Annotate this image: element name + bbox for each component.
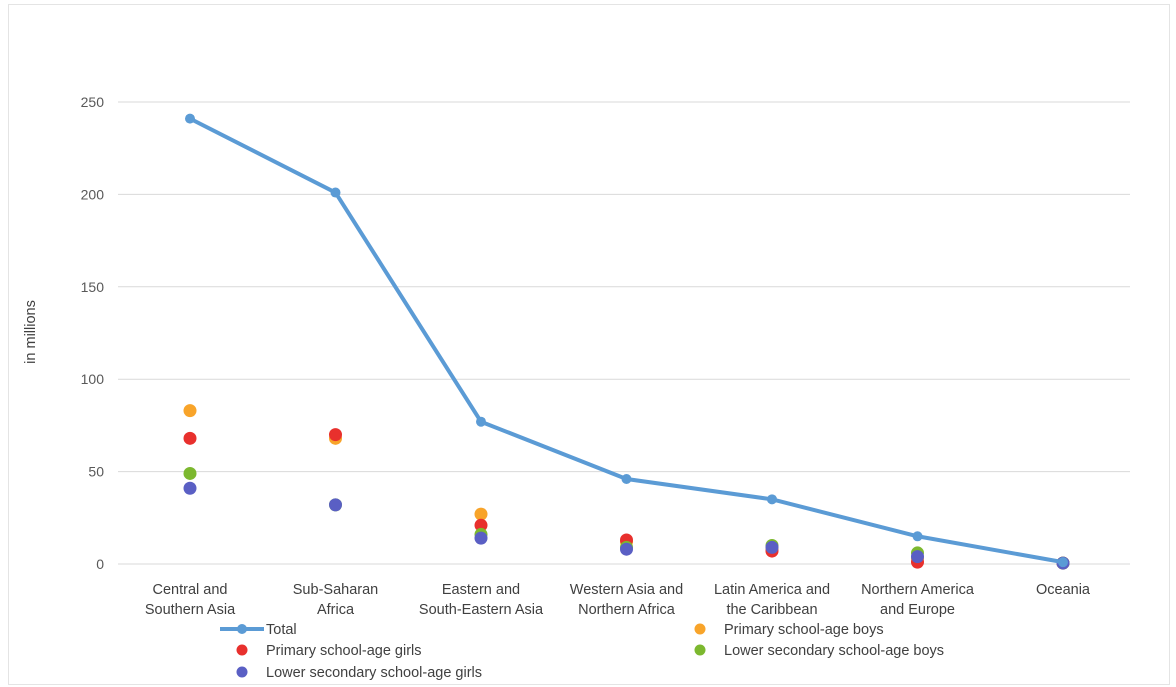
scatter-point xyxy=(911,550,924,564)
scatter-point xyxy=(765,540,779,554)
total-marker xyxy=(476,416,486,427)
legend-marker-swatch xyxy=(694,644,706,656)
scatter-point xyxy=(183,466,197,480)
x-category-label: Latin America and the Caribbean xyxy=(714,582,830,618)
scatter-point xyxy=(329,428,342,442)
x-category-labels: Central and Southern Asia Sub-Saharan Afric… xyxy=(145,582,1091,618)
legend-marker-swatch xyxy=(694,623,706,635)
scatter-point xyxy=(474,507,488,521)
y-tick-label: 200 xyxy=(81,186,105,202)
legend-marker-swatch xyxy=(236,666,248,678)
scatter-point xyxy=(474,531,488,545)
legend-label: Total xyxy=(266,622,297,638)
legend: Total Primary school-age boys Primary scho… xyxy=(220,622,944,681)
y-tick-label: 250 xyxy=(81,94,105,110)
chart-frame xyxy=(8,4,1170,685)
total-marker xyxy=(1058,557,1068,568)
grid xyxy=(118,101,1130,565)
scatter-point xyxy=(474,518,488,532)
scatter-point xyxy=(620,542,633,556)
legend-item: Primary school-age girls xyxy=(236,643,422,659)
legend-item: Lower secondary school-age girls xyxy=(236,665,482,681)
total-marker xyxy=(767,494,777,505)
y-tick-labels: 0 50 100 150 200 250 xyxy=(81,94,105,572)
scatter-point xyxy=(183,481,197,495)
legend-label: Primary school-age girls xyxy=(266,643,422,659)
legend-label: Lower secondary school-age boys xyxy=(724,643,944,659)
x-category-label: Northern America and Europe xyxy=(861,582,975,618)
series-lower-secondary-school-age-girls xyxy=(183,481,1070,570)
y-tick-label: 100 xyxy=(81,371,105,387)
x-category-label: Eastern and South-Eastern Asia xyxy=(419,582,544,618)
x-category-label: Oceania xyxy=(1036,582,1091,598)
y-tick-label: 150 xyxy=(81,279,105,295)
legend-item: Primary school-age boys xyxy=(694,622,884,638)
scatter-point xyxy=(329,498,342,512)
total-line xyxy=(189,116,1064,565)
y-tick-label: 0 xyxy=(96,556,104,572)
scatter-point xyxy=(183,431,197,445)
series-total xyxy=(185,113,1068,568)
legend-marker-swatch xyxy=(236,644,248,656)
x-category-label: Western Asia and Northern Africa xyxy=(570,582,683,618)
x-category-label: Sub-Saharan Africa xyxy=(293,582,378,618)
scatter-point xyxy=(183,404,197,418)
legend-item: Lower secondary school-age boys xyxy=(694,643,944,659)
total-marker xyxy=(912,531,923,542)
legend-marker-swatch xyxy=(237,624,247,634)
y-axis-title: in millions xyxy=(23,300,39,364)
x-category-label: Central and Southern Asia xyxy=(145,582,236,618)
legend-label: Lower secondary school-age girls xyxy=(266,665,482,681)
total-marker xyxy=(330,187,341,198)
legend-item: Total xyxy=(220,622,297,638)
series xyxy=(183,113,1070,570)
total-marker xyxy=(185,113,195,124)
y-tick-label: 50 xyxy=(88,464,104,480)
total-marker xyxy=(621,473,632,484)
legend-label: Primary school-age boys xyxy=(724,622,884,638)
